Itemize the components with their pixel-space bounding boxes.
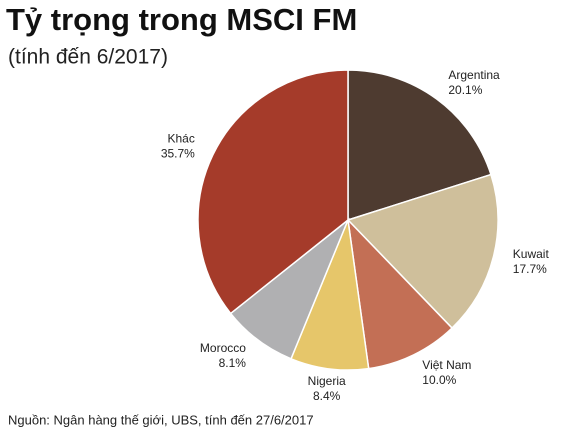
source-note: Nguồn: Ngân hàng thế giới, UBS, tính đến… <box>8 412 314 427</box>
chart-title: Tỷ trọng trong MSCI FM <box>6 2 357 37</box>
slice-label: Việt Nam <box>422 358 471 372</box>
pie-slice <box>346 217 454 370</box>
chart-subtitle: (tính đến 6/2017) <box>8 46 168 69</box>
slice-value-label: 17.7% <box>513 262 547 276</box>
slice-label: Kuwait <box>513 247 550 261</box>
slice-label: Nigeria <box>308 374 346 388</box>
slice-value-label: 20.1% <box>448 83 482 97</box>
slice-value-label: 8.4% <box>313 389 341 403</box>
pie-slice <box>347 69 492 222</box>
slice-value-label: 35.7% <box>161 146 195 160</box>
slice-label: Morocco <box>200 341 246 355</box>
slice-label: Argentina <box>448 68 500 82</box>
pie-slice <box>197 69 349 315</box>
slice-value-label: 10.0% <box>422 373 456 387</box>
slice-value-label: 8.1% <box>219 356 247 370</box>
pie-slice <box>346 173 499 330</box>
slice-label: Khác <box>168 131 195 145</box>
